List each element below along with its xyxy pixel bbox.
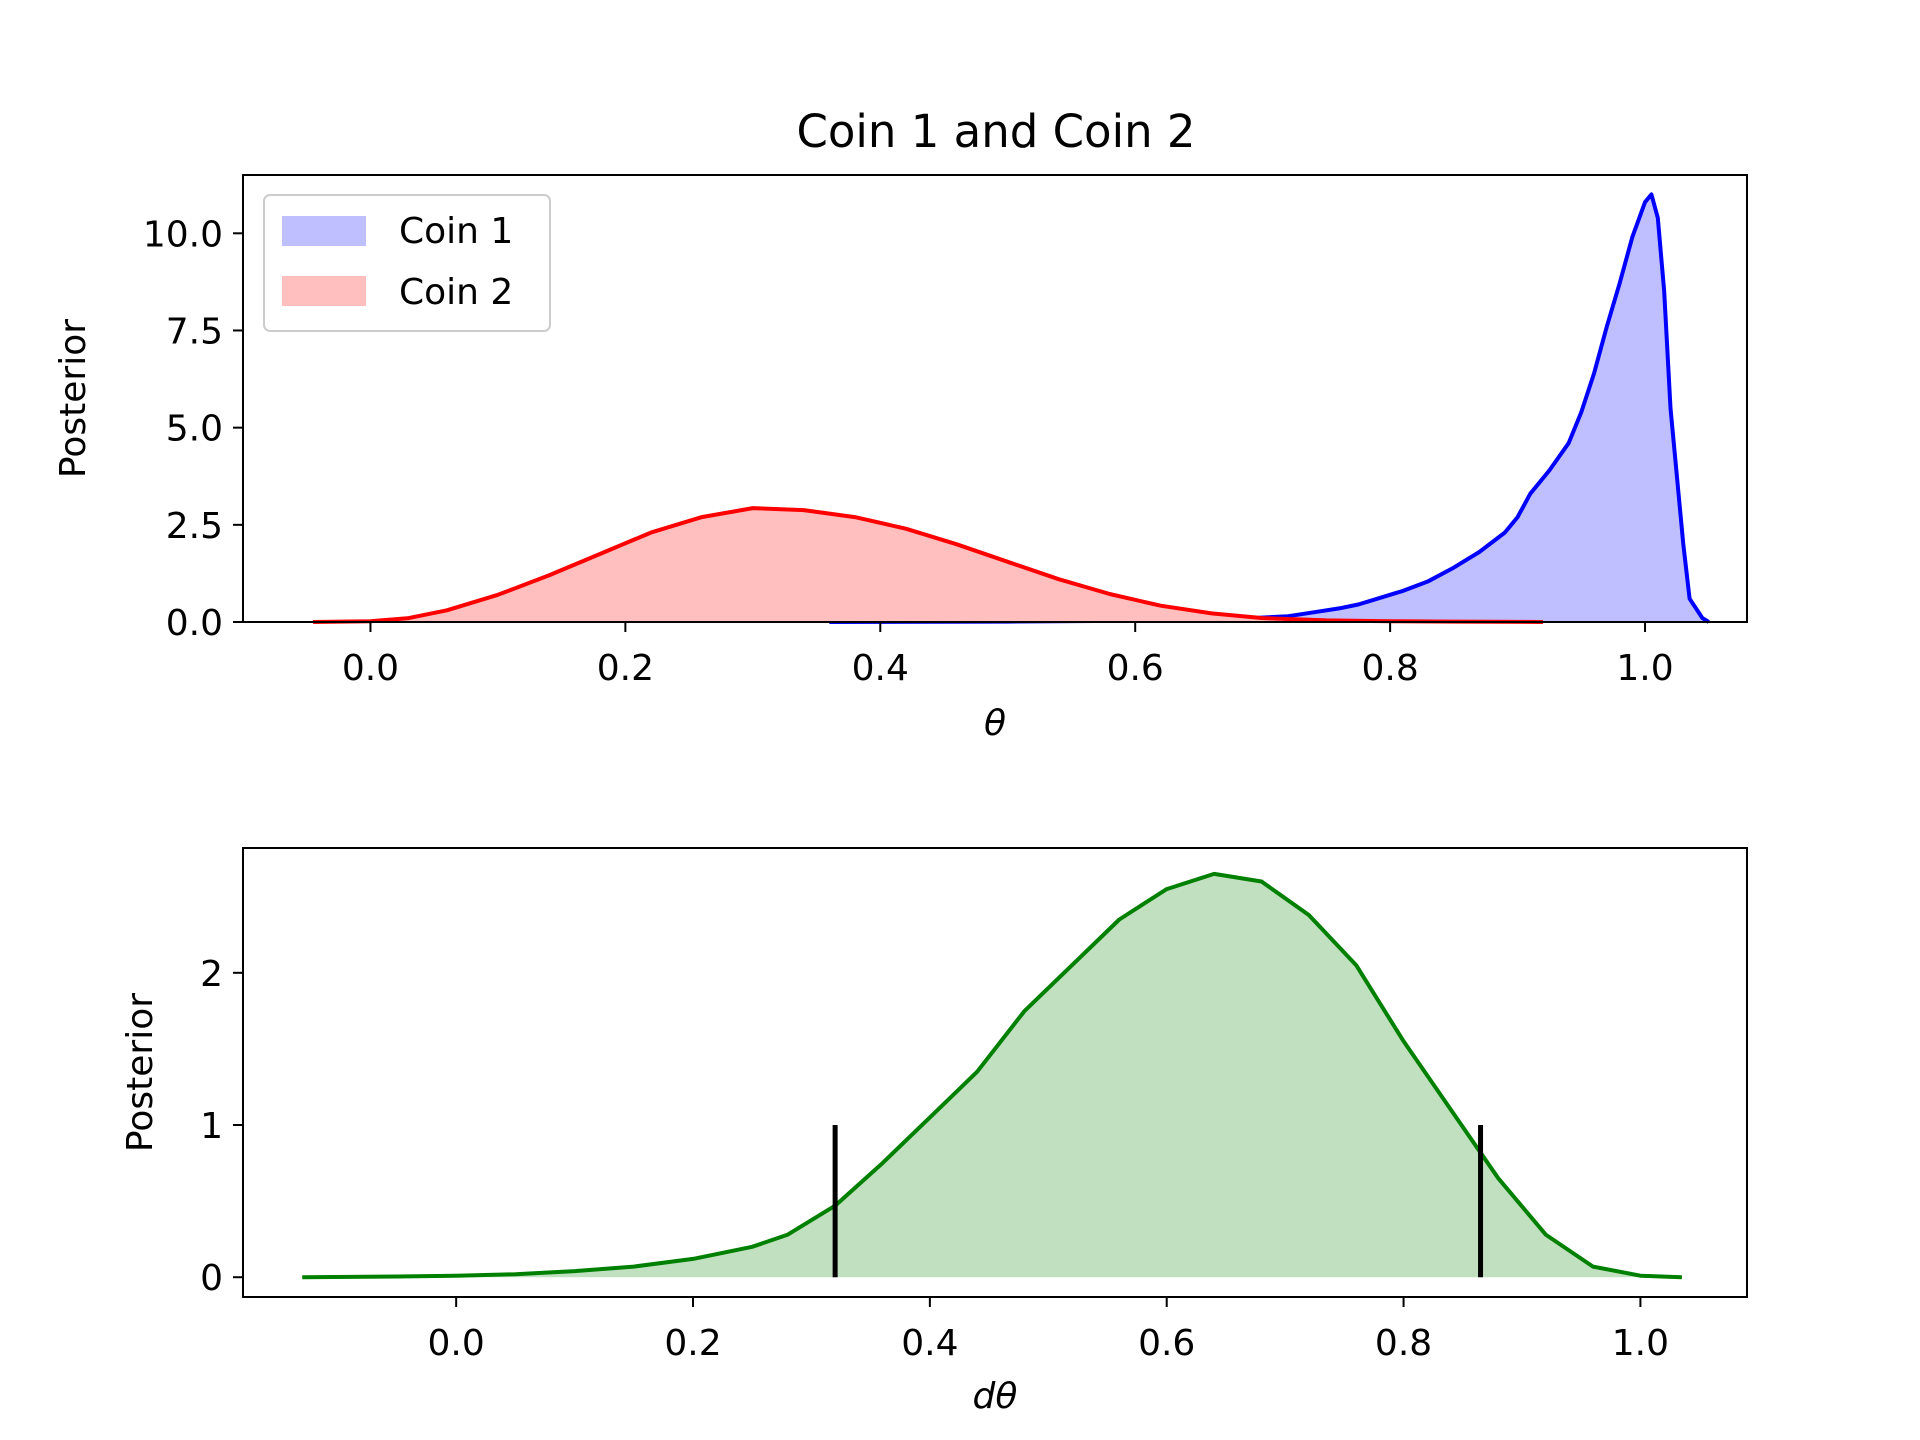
x-tick-label: 1.0 xyxy=(1616,648,1673,689)
legend: Coin 1 Coin 2 xyxy=(263,194,551,332)
y-tick-label: 0 xyxy=(200,1258,223,1299)
y-tick-label: 10.0 xyxy=(143,214,223,255)
coin-2-line xyxy=(313,506,1544,624)
plot-frame xyxy=(242,174,1748,623)
bottom-plot: 0.0 0.2 0.4 0.6 0.8 1.0 0 1 2 dθ Posterior xyxy=(120,847,1748,1417)
coin-1-line xyxy=(829,192,1710,624)
top-plot: 0.0 0.2 0.4 0.6 0.8 1.0 0.0 2.5 5.0 7.5 10.0 θ Poste… xyxy=(53,174,1748,744)
legend-label-coin-1: Coin 1 xyxy=(399,211,513,252)
y-tick-label: 0.0 xyxy=(166,603,223,644)
y-tick-label: 2 xyxy=(200,954,223,995)
x-tick-label: 0.6 xyxy=(1107,648,1164,689)
x-tick-label: 0.2 xyxy=(664,1323,721,1364)
x-tick-label: 0.4 xyxy=(901,1323,958,1364)
legend-label-coin-2: Coin 2 xyxy=(399,272,513,313)
y-tick-label: 7.5 xyxy=(166,311,223,352)
y-axis-label: Posterior xyxy=(53,319,94,478)
x-tick-label: 0.4 xyxy=(852,648,909,689)
y-tick-label: 5.0 xyxy=(166,409,223,450)
x-tick-label: 1.0 xyxy=(1612,1323,1669,1364)
coin-1-fill xyxy=(829,194,1709,622)
legend-swatch-coin-2 xyxy=(282,276,366,306)
plot-frame xyxy=(242,847,1748,1298)
x-tick-label: 0.0 xyxy=(428,1323,485,1364)
series-0-line xyxy=(302,871,1682,1280)
x-tick-label: 0.8 xyxy=(1361,648,1418,689)
y-axis-label: Posterior xyxy=(120,993,161,1152)
x-tick-label: 0.2 xyxy=(597,648,654,689)
series-0-fill xyxy=(302,873,1682,1278)
y-tick-label: 1 xyxy=(200,1106,223,1147)
legend-swatch-coin-1 xyxy=(282,216,366,246)
figure-title: Coin 1 and Coin 2 xyxy=(796,105,1195,158)
y-tick-label: 2.5 xyxy=(166,506,223,547)
x-tick-label: 0.8 xyxy=(1375,1323,1432,1364)
x-axis-label: θ xyxy=(984,703,1006,744)
x-tick-label: 0.6 xyxy=(1138,1323,1195,1364)
coin-2-fill xyxy=(313,508,1544,622)
x-tick-label: 0.0 xyxy=(342,648,399,689)
x-axis-label: dθ xyxy=(973,1376,1018,1417)
